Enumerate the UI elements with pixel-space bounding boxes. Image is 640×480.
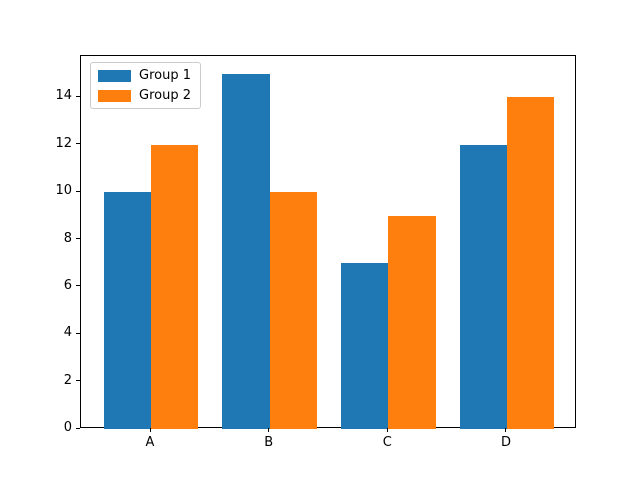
y-tick-mark-10 [76, 190, 80, 192]
x-tick-mark-D [505, 428, 507, 432]
x-tick-label-B: B [264, 435, 274, 450]
x-tick-label-C: C [382, 435, 392, 450]
legend-swatch-icon [98, 89, 131, 102]
y-tick-mark-8 [76, 238, 80, 240]
y-tick-label-2: 2 [63, 372, 72, 388]
bar-group-1-B [222, 73, 270, 429]
x-tick-label-A: A [145, 435, 155, 450]
legend-swatch-icon [98, 69, 131, 82]
bar-group-1-C [340, 263, 389, 429]
legend-entry-group-2: Group 2 [98, 88, 191, 103]
x-tick-mark-A [149, 428, 151, 432]
legend-entry-group-1: Group 1 [98, 68, 191, 83]
bar-group-1-A [103, 192, 151, 429]
legend-label: Group 2 [139, 88, 191, 103]
y-tick-mark-12 [76, 143, 80, 145]
y-tick-label-0: 0 [63, 420, 72, 435]
y-tick-mark-6 [76, 285, 80, 287]
y-tick-mark-0 [76, 427, 80, 429]
y-tick-mark-2 [76, 380, 80, 382]
bar-group-2-B [269, 192, 318, 429]
y-tick-label-6: 6 [63, 277, 72, 293]
y-tick-mark-4 [76, 332, 80, 334]
bar-group-1-D [459, 144, 507, 429]
legend: Group 1 Group 2 [90, 62, 201, 109]
y-tick-mark-14 [76, 95, 80, 97]
y-tick-label-4: 4 [63, 325, 72, 341]
bar-group-2-A [151, 144, 199, 429]
y-tick-label-8: 8 [63, 230, 72, 246]
bar-group-2-D [506, 97, 555, 429]
x-tick-label-D: D [500, 435, 511, 450]
y-tick-label-14: 14 [55, 88, 72, 104]
bar-group-2-C [388, 215, 436, 429]
y-tick-label-10: 10 [55, 183, 72, 199]
plot-area: Group 1 Group 2 [80, 55, 576, 429]
x-tick-mark-C [386, 428, 388, 432]
x-tick-mark-B [268, 428, 270, 432]
legend-label: Group 1 [139, 68, 191, 83]
y-tick-label-12: 12 [55, 135, 72, 151]
